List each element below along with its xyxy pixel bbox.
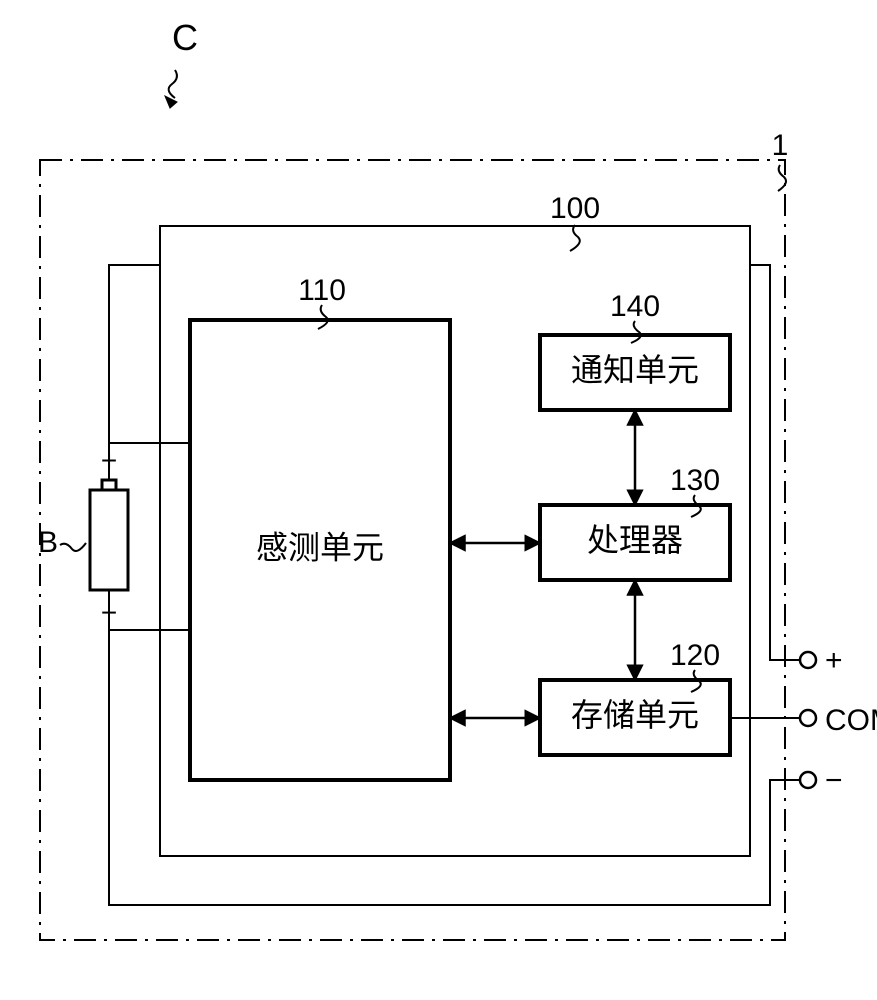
block-diagram: C 1 100 感测单元 110 通知单元 140 处理器 130 存储单元 1… xyxy=(0,0,877,1000)
terminal-minus xyxy=(800,772,816,788)
terminal-com-label: COM xyxy=(825,704,877,737)
outer-label-squiggle xyxy=(169,70,177,98)
wire-neg-battery xyxy=(109,590,190,630)
ref-1: 1 xyxy=(772,129,789,162)
ref-120: 120 xyxy=(670,639,720,672)
ref-130: 130 xyxy=(670,464,720,497)
outer-label-arrowhead xyxy=(165,96,177,108)
terminal-minus-label: − xyxy=(825,764,843,797)
terminal-com xyxy=(800,710,816,726)
ref-140: 140 xyxy=(610,290,660,323)
outer-label-c: C xyxy=(172,17,198,58)
ref-110: 110 xyxy=(298,274,346,307)
storage-unit-label: 存储单元 xyxy=(571,697,699,733)
ref-100: 100 xyxy=(550,192,600,225)
battery-cap xyxy=(102,480,116,490)
ref-100-leader xyxy=(570,225,580,251)
battery-label-b: B xyxy=(38,526,58,559)
notify-unit-label: 通知单元 xyxy=(571,352,699,388)
battery-body xyxy=(90,490,128,590)
sensing-unit-label: 感测单元 xyxy=(256,529,384,565)
processor-label: 处理器 xyxy=(587,522,683,558)
terminal-plus-label: + xyxy=(825,644,843,677)
battery-leader xyxy=(60,543,86,551)
wire-pos-battery xyxy=(109,443,190,480)
terminal-plus xyxy=(800,652,816,668)
